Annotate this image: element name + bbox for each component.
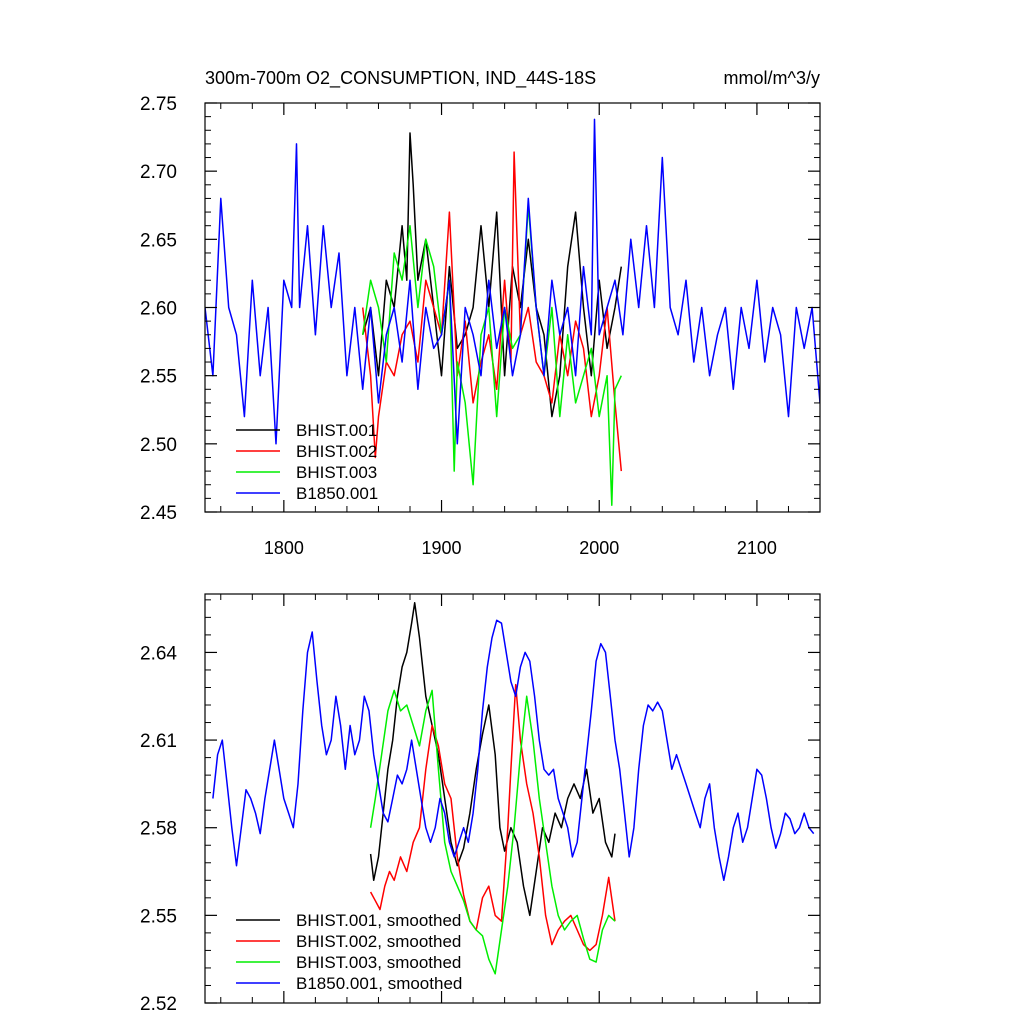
top-legend-label-0: BHIST.001 [296, 421, 377, 440]
bottom-y-tick-label: 2.58 [140, 819, 177, 840]
bottom-legend-label-3: B1850.001, smoothed [296, 974, 462, 993]
top-series-line-3 [205, 118, 820, 445]
top-series-line-0 [361, 132, 623, 418]
bottom-plot-frame [204, 593, 821, 1004]
top-y-tick-label: 2.75 [140, 94, 177, 115]
top-y-tick-label: 2.55 [140, 367, 177, 388]
chart-units: mmol/m^3/y [724, 68, 820, 88]
bottom-y-tick-label: 2.64 [140, 643, 177, 664]
bottom-y-tick-label: 2.61 [140, 731, 177, 752]
chart-title: 300m-700m O2_CONSUMPTION, IND_44S-18S [205, 68, 596, 89]
top-x-tick-label: 2100 [737, 538, 777, 558]
top-x-tick-label: 1800 [264, 538, 304, 558]
bottom-y-tick-label: 2.55 [140, 906, 177, 927]
top-y-tick-label: 2.60 [140, 299, 177, 320]
bottom-legend-label-0: BHIST.001, smoothed [296, 911, 461, 930]
bottom-series-line-3 [212, 619, 815, 882]
bottom-legend: BHIST.001, smoothed BHIST.002, smoothed BH… [236, 911, 462, 993]
bottom-series-line-0 [369, 602, 616, 917]
top-y-tick-label: 2.45 [140, 503, 177, 524]
bottom-y-tick-label: 2.52 [140, 994, 177, 1015]
bottom-series-line-2 [369, 689, 616, 975]
top-legend: BHIST.001 BHIST.002 BHIST.003 B1850.001 [236, 421, 378, 503]
top-y-tick-label: 2.65 [140, 230, 177, 251]
top-legend-label-1: BHIST.002 [296, 442, 377, 461]
bottom-legend-label-2: BHIST.003, smoothed [296, 953, 461, 972]
top-panel: 1800 1900 2000 2100 2.45 2.50 2.55 2.60 2.65 2.70… [140, 94, 821, 558]
top-x-tick-label: 1900 [422, 538, 462, 558]
top-y-tick-label: 2.50 [140, 435, 177, 456]
top-legend-label-3: B1850.001 [296, 484, 378, 503]
bottom-series-line-1 [369, 683, 616, 952]
top-series-line-2 [361, 204, 622, 506]
bottom-legend-label-1: BHIST.002, smoothed [296, 932, 461, 951]
top-legend-label-2: BHIST.003 [296, 463, 377, 482]
top-x-tick-label: 2000 [579, 538, 619, 558]
top-y-tick-label: 2.70 [140, 162, 177, 183]
